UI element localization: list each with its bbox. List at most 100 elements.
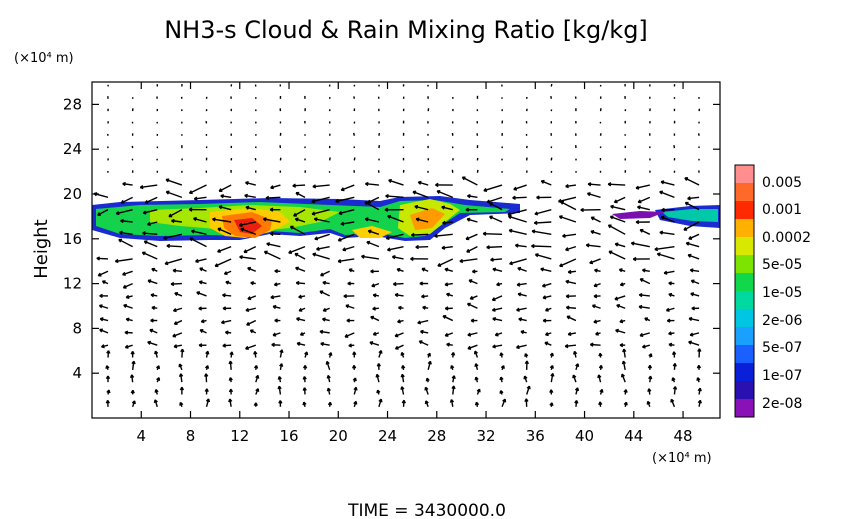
wind-arrow — [421, 267, 429, 272]
wind-arrow — [411, 232, 429, 238]
wind-arrow — [351, 364, 357, 370]
wind-arrow — [180, 348, 185, 358]
wind-arrow — [635, 184, 650, 190]
wind-arrow — [425, 377, 430, 383]
wind-arrow — [163, 233, 183, 241]
y-tick-label: 28 — [63, 95, 82, 113]
wind-arrow — [499, 352, 504, 358]
wind-arrow — [697, 387, 702, 395]
wind-arrow — [274, 318, 281, 323]
wind-arrow — [549, 364, 554, 371]
wind-arrow — [98, 304, 109, 309]
wind-arrow — [545, 307, 552, 312]
wind-arrow — [263, 250, 281, 260]
colorbar-swatch — [735, 219, 754, 238]
wind-arrow — [172, 268, 182, 273]
cloud-thin-purple — [612, 211, 665, 219]
wind-arrow — [586, 192, 601, 199]
wind-arrow — [647, 388, 652, 395]
wind-arrow — [444, 306, 453, 311]
wind-arrow — [200, 319, 207, 324]
x-tick-label: 12 — [230, 427, 249, 445]
colorbar-swatch — [735, 363, 754, 382]
colorbar-label: 5e-05 — [762, 257, 802, 273]
wind-arrow — [245, 205, 256, 211]
wind-arrow — [131, 400, 136, 408]
wind-arrow — [446, 342, 453, 347]
wind-arrow — [165, 190, 183, 199]
wind-arrow — [690, 279, 700, 285]
wind-arrow — [385, 193, 404, 199]
wind-arrow — [501, 398, 507, 408]
wind-arrow — [295, 191, 306, 198]
wind-arrow — [165, 178, 183, 186]
x-tick-label: 32 — [476, 427, 495, 445]
wind-arrow — [364, 217, 380, 223]
wind-arrow — [622, 348, 627, 358]
wind-arrow — [472, 269, 478, 274]
wind-arrow — [401, 399, 406, 407]
wind-arrow — [441, 245, 453, 250]
wind-arrow — [616, 303, 626, 309]
wind-arrow — [228, 388, 234, 395]
wind-arrow — [613, 196, 626, 204]
wind-arrow — [147, 279, 158, 285]
wind-arrow — [171, 218, 182, 224]
wind-arrow — [610, 204, 626, 211]
wind-arrow — [191, 229, 207, 236]
wind-arrow — [246, 319, 257, 326]
x-tick-label: 36 — [526, 427, 545, 445]
wind-arrow — [580, 207, 601, 213]
wind-arrow — [673, 145, 676, 149]
wind-arrow — [499, 390, 504, 395]
colorbar-label: 2e-08 — [762, 396, 802, 412]
wind-arrow — [500, 365, 505, 371]
wind-arrow — [130, 389, 135, 395]
wind-arrow — [427, 360, 432, 371]
wind-arrow — [298, 294, 306, 299]
wind-arrow — [687, 253, 700, 260]
wind-arrow — [689, 268, 700, 273]
wind-arrow — [417, 319, 429, 325]
wind-arrow — [204, 365, 210, 371]
wind-arrow — [139, 184, 158, 190]
wind-arrow — [168, 209, 183, 218]
wind-arrow — [490, 257, 503, 262]
wind-arrow — [593, 294, 601, 299]
wind-arrow — [101, 344, 109, 349]
wind-arrow — [222, 306, 232, 311]
wind-arrow — [178, 363, 183, 371]
wind-arrow — [663, 270, 675, 275]
y-tick-label: 8 — [72, 319, 82, 337]
wind-arrow — [590, 216, 601, 223]
colorbar-swatch — [735, 381, 754, 400]
wind-arrow — [550, 372, 555, 383]
colorbar-label: 2e-06 — [762, 313, 802, 329]
wind-arrow — [106, 389, 111, 395]
wind-arrow — [391, 255, 404, 260]
wind-arrow — [302, 401, 307, 407]
wind-arrow — [461, 176, 478, 186]
wind-arrow — [523, 375, 528, 383]
colorbar-swatch — [735, 237, 754, 256]
wind-arrow — [641, 268, 650, 273]
wind-arrow — [370, 269, 379, 274]
wind-arrow — [542, 295, 552, 300]
wind-arrow — [326, 387, 331, 395]
wind-arrow — [607, 224, 626, 235]
wind-arrow — [465, 233, 478, 241]
wind-arrow — [449, 399, 455, 407]
wind-arrow — [214, 258, 232, 268]
wind-arrow — [414, 204, 429, 211]
wind-arrow — [120, 218, 133, 224]
wind-arrow — [400, 351, 405, 358]
wind-arrow — [486, 245, 503, 250]
wind-arrow — [590, 229, 601, 235]
wind-arrow — [499, 376, 504, 383]
wind-arrow — [623, 389, 628, 395]
wind-arrow — [119, 230, 133, 236]
wind-arrow — [401, 364, 406, 370]
wind-arrow — [516, 307, 527, 312]
wind-arrow — [147, 221, 158, 227]
wind-arrow — [118, 238, 133, 248]
